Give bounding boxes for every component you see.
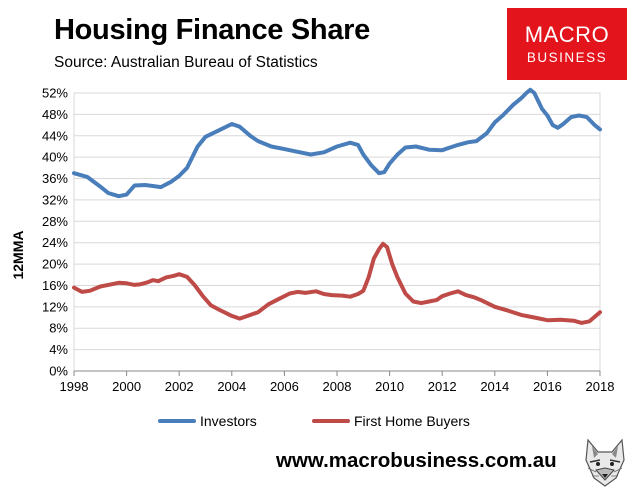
x-tick-label: 2018 — [586, 379, 615, 394]
brand-line-2: BUSINESS — [526, 50, 608, 65]
y-tick-label: 4% — [49, 342, 68, 357]
chart-title: Housing Finance Share — [54, 14, 370, 46]
x-tick-label: 2004 — [217, 379, 246, 394]
y-tick-label: 44% — [42, 128, 68, 143]
x-tick-label: 2016 — [533, 379, 562, 394]
series-line-investors — [72, 87, 602, 199]
x-tick-label: 2014 — [480, 379, 509, 394]
x-tick-label: 2012 — [428, 379, 457, 394]
y-tick-label: 0% — [49, 364, 68, 379]
y-tick-label: 40% — [42, 150, 68, 165]
x-tick-label: 2006 — [270, 379, 299, 394]
y-tick-label: 12% — [42, 299, 68, 314]
grid-lines — [74, 92, 600, 351]
y-tick-label: 16% — [42, 278, 68, 293]
y-tick-labels: 0% 4% 8% 12% 16% 20% 24% 28% 32% 36% 40% 44% 48% 52% — [42, 86, 68, 379]
x-tick-label: 2010 — [375, 379, 404, 394]
y-tick-label: 32% — [42, 192, 68, 207]
x-tick-label: 1998 — [60, 379, 89, 394]
brand-logo: MACRO BUSINESS — [507, 8, 627, 80]
series-lines — [72, 87, 602, 325]
series-line-first-home-buyers — [72, 241, 602, 325]
y-tick-label: 52% — [42, 86, 68, 101]
chart-subtitle: Source: Australian Bureau of Statistics — [54, 54, 318, 71]
website-url: www.macrobusiness.com.au — [276, 449, 557, 472]
y-tick-label: 36% — [42, 171, 68, 186]
y-tick-label: 8% — [49, 321, 68, 336]
legend-label: Investors — [200, 413, 257, 429]
x-tick-label: 2000 — [112, 379, 141, 394]
y-tick-label: 20% — [42, 257, 68, 272]
x-tick-label: 2002 — [165, 379, 194, 394]
brand-line-1: MACRO — [524, 22, 610, 47]
y-tick-label: 24% — [42, 235, 68, 250]
legend-label: First Home Buyers — [354, 413, 470, 429]
y-tick-label: 28% — [42, 214, 68, 229]
x-tick-labels: 1998 2000 2002 2004 2006 2008 2010 2012 2014 2016… — [60, 371, 615, 394]
x-tick-label: 2008 — [323, 379, 352, 394]
plot-area — [73, 92, 601, 372]
legend: Investors First Home Buyers — [158, 413, 470, 429]
y-tick-label: 48% — [42, 107, 68, 122]
wolf-icon — [585, 438, 625, 487]
